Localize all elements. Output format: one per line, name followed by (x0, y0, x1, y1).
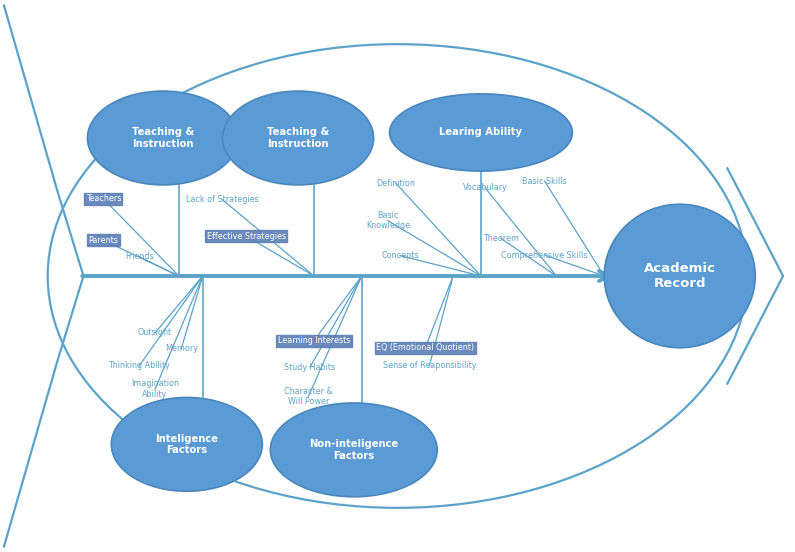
Text: Outsight: Outsight (138, 328, 172, 337)
Text: Parents: Parents (88, 236, 118, 245)
Text: Lack of Strategies: Lack of Strategies (186, 195, 259, 204)
Text: Concepts: Concepts (381, 251, 419, 260)
Text: Learning Interests: Learning Interests (277, 336, 351, 345)
Text: Inteligence
Factors: Inteligence Factors (155, 433, 219, 455)
Text: Non-inteligence
Factors: Non-inteligence Factors (309, 439, 398, 461)
Text: Thinking Ability: Thinking Ability (108, 362, 170, 370)
Text: Sense of Reaponsibility: Sense of Reaponsibility (382, 362, 476, 370)
Text: EQ (Emotional Quotient): EQ (Emotional Quotient) (376, 343, 475, 352)
Text: Theorem: Theorem (483, 234, 519, 243)
Text: Teachers: Teachers (86, 194, 121, 203)
Text: Basic Skills: Basic Skills (522, 177, 567, 185)
Ellipse shape (270, 403, 437, 497)
Text: Academic
Record: Academic Record (644, 262, 716, 290)
Text: Definition: Definition (377, 179, 415, 188)
Text: Teaching &
Instruction: Teaching & Instruction (267, 127, 329, 149)
Ellipse shape (87, 91, 238, 185)
Ellipse shape (604, 204, 755, 348)
Ellipse shape (390, 94, 572, 171)
Text: Teaching &
Instruction: Teaching & Instruction (132, 127, 194, 149)
Text: Friends: Friends (125, 252, 153, 261)
Text: Study Habits: Study Habits (285, 363, 335, 371)
Ellipse shape (223, 91, 374, 185)
Text: Learing Ability: Learing Ability (440, 128, 522, 137)
Text: Basic
Knowledge: Basic Knowledge (366, 211, 410, 231)
Text: Character &
Will Power: Character & Will Power (284, 386, 333, 406)
Text: Effective Strategies: Effective Strategies (207, 232, 286, 241)
Text: Vocabulary: Vocabulary (463, 183, 507, 192)
Ellipse shape (111, 397, 262, 491)
Text: Imagination
Ability: Imagination Ability (131, 379, 179, 399)
Text: Comprehensive Skills: Comprehensive Skills (502, 251, 588, 259)
Text: Memory: Memory (165, 344, 198, 353)
